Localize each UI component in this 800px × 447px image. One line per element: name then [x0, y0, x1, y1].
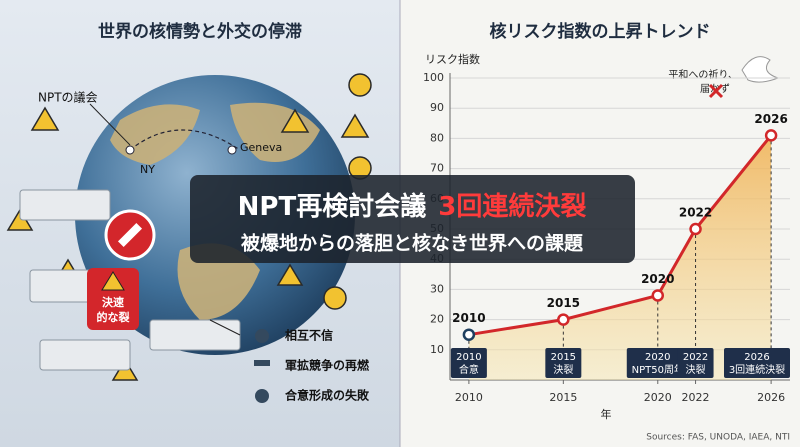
annotation-note: 合意: [459, 363, 479, 376]
annotation-year: 2026: [744, 352, 769, 363]
point-label: 2010: [452, 311, 485, 325]
point: [651, 289, 665, 302]
city-label: Geneva: [240, 141, 282, 154]
point: [462, 328, 476, 341]
y-tick-label: 100: [423, 71, 444, 84]
cross: [708, 83, 724, 99]
point-label: 2026: [754, 112, 787, 126]
annotation-year: 2010: [456, 352, 481, 363]
x-tick-label: 2010: [455, 391, 483, 404]
banner: [190, 175, 635, 263]
banner-title-main: NPT再検討会議: [238, 191, 427, 222]
point-label: 2020: [641, 272, 674, 286]
annotation-year: 2015: [551, 352, 576, 363]
banner-title: NPT再検討会議 3回連続決裂: [238, 191, 587, 222]
source: Sources: FAS, UNODA, IAEA, NTI: [646, 433, 790, 443]
dove: [741, 56, 780, 83]
annotation-year: 2022: [683, 352, 708, 363]
city-dot: [227, 145, 237, 155]
stop-label: 的な裂: [97, 310, 130, 324]
annotation-note: 決裂: [686, 363, 706, 376]
banner-title-highlight: 3回連続決裂: [438, 191, 586, 222]
y-tick-label: 80: [430, 131, 444, 144]
point: [689, 222, 702, 236]
city-label: NY: [140, 163, 155, 176]
badge-icon: [101, 271, 125, 291]
chart: 1020304050607080901002010201520202022202…: [423, 71, 790, 404]
annotation-box: [626, 348, 689, 378]
y-axis-label: リスク指数: [425, 52, 480, 66]
city-dot: [125, 145, 135, 155]
y-tick-label: 90: [430, 101, 444, 114]
legend-item: 軍拡競争の再燃: [285, 358, 370, 373]
annotation-year: 2020: [645, 352, 670, 363]
x-axis-label: 年: [601, 407, 612, 421]
annotation-note: 3回連続決裂: [729, 363, 785, 376]
legend-icons: [254, 329, 270, 403]
point: [557, 313, 570, 326]
x-tick-label: 2022: [682, 391, 710, 404]
annotation-box: [545, 348, 582, 378]
x-tick-label: 2026: [757, 391, 785, 404]
chart-title: 核リスク指数の上昇トレンド: [490, 21, 711, 42]
continents: [110, 102, 320, 321]
dove-note: 平和への祈り、: [668, 69, 738, 81]
annotation-box: [724, 348, 790, 378]
y-tick-label: 10: [430, 343, 444, 356]
npt-label: NPTの議会: [38, 91, 98, 105]
stop-badge: [87, 268, 139, 330]
area: [468, 135, 772, 380]
point: [764, 129, 778, 142]
x-tick-label: 2020: [644, 391, 672, 404]
pointer: [209, 319, 241, 336]
left-title: 世界の核情勢と外交の停滞: [98, 21, 302, 42]
pointer: [89, 103, 131, 146]
annotation-box: [677, 348, 714, 378]
point-label: 2022: [679, 206, 712, 220]
legend-item: 相互不信: [285, 328, 333, 343]
stop-label: 決速: [102, 295, 124, 309]
annotation-box: [450, 348, 487, 378]
annotation-note: 決裂: [553, 363, 573, 376]
y-tick-label: 70: [430, 162, 444, 175]
stop-bar: [117, 222, 143, 248]
warning-icons: [6, 106, 370, 381]
route: [129, 129, 241, 151]
y-tick-label: 20: [430, 313, 444, 326]
banner-subtitle: 被爆地からの落胆と核なき世界への課題: [241, 232, 584, 255]
legend-item: 合意形成の失敗: [285, 388, 370, 403]
point-label: 2015: [547, 296, 580, 310]
y-tick-label: 30: [430, 282, 444, 295]
x-tick-label: 2015: [549, 391, 577, 404]
annotation-note: NPT50周年: [632, 363, 684, 376]
